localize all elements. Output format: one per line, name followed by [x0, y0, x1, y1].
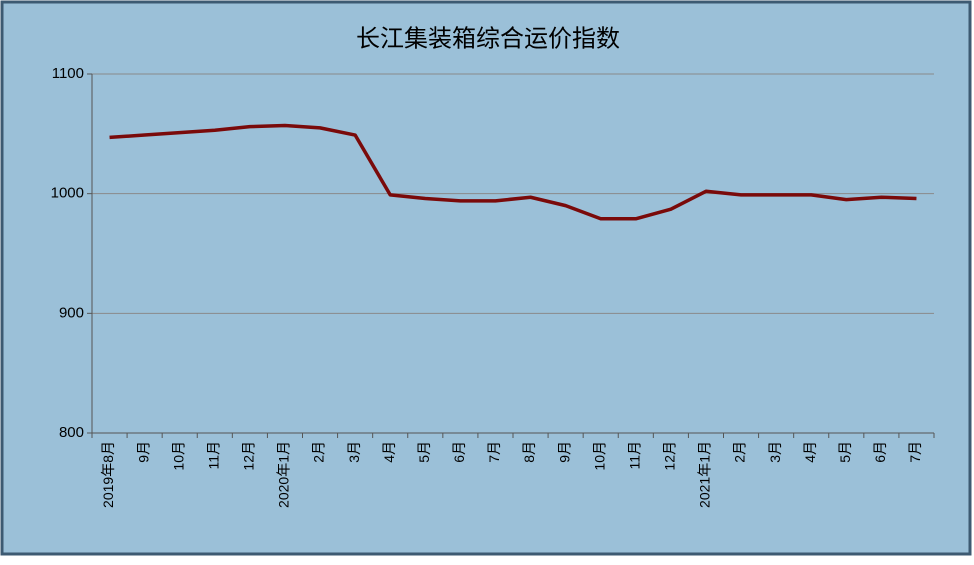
x-tick-label: 10月: [170, 441, 186, 471]
x-tick-label: 2019年8月: [100, 441, 116, 508]
x-tick-label: 9月: [556, 441, 572, 463]
y-tick-label: 800: [59, 424, 84, 441]
x-tick-label: 4月: [381, 441, 397, 463]
x-tick-label: 4月: [802, 441, 818, 463]
x-tick-label: 11月: [205, 441, 221, 470]
x-tick-label: 12月: [241, 441, 257, 471]
x-tick-label: 6月: [872, 441, 888, 463]
x-tick-label: 2021年1月: [697, 441, 713, 508]
y-tick-label: 900: [59, 304, 84, 321]
x-tick-label: 2020年1月: [276, 441, 292, 508]
x-tick-label: 5月: [837, 441, 853, 463]
y-tick-label: 1100: [52, 65, 84, 82]
x-tick-label: 12月: [662, 441, 678, 471]
y-tick-label: 1000: [51, 185, 84, 202]
x-tick-label: 2月: [732, 441, 748, 463]
x-tick-label: 3月: [346, 441, 362, 463]
x-tick-label: 3月: [767, 441, 783, 463]
x-tick-label: 11月: [626, 441, 642, 470]
x-tick-label: 7月: [907, 441, 923, 463]
x-tick-label: 8月: [521, 441, 537, 463]
x-tick-label: 6月: [451, 441, 467, 463]
data-line: [109, 123, 917, 221]
x-tick-label: 7月: [486, 441, 502, 463]
x-tick-label: 10月: [591, 441, 607, 471]
x-tick-label: 5月: [416, 441, 432, 463]
x-tick-label: 2月: [311, 441, 327, 463]
chart-title: 长江集装箱综合运价指数: [356, 25, 620, 52]
x-tick-label: 9月: [135, 441, 151, 463]
